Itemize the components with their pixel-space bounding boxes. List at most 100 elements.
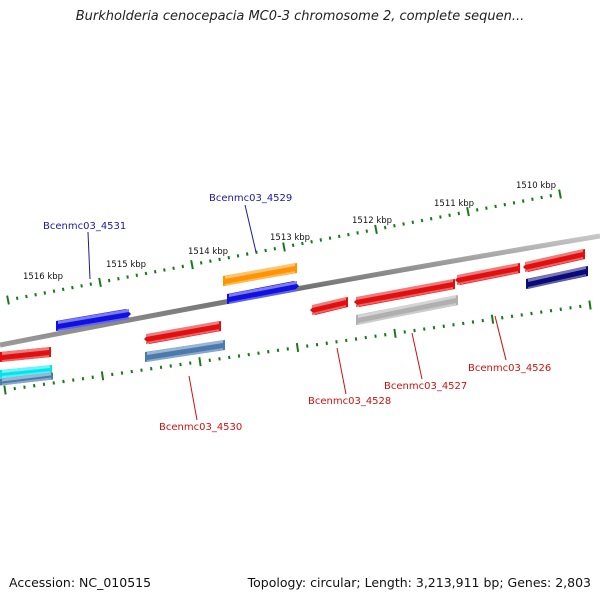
scale-tick <box>411 220 415 225</box>
scale-tick <box>80 284 83 288</box>
gene-label-4529[interactable]: Bcenmc03_4529 <box>209 193 292 204</box>
scale-label: 1511 kbp <box>434 199 474 209</box>
scale-tick <box>190 260 194 270</box>
scale-tick <box>383 225 387 230</box>
scale-tick <box>337 234 341 239</box>
gene-feature-shade <box>525 257 583 272</box>
scale-tick <box>319 238 323 242</box>
scale-tick <box>475 208 479 212</box>
gene-label-4528[interactable]: Bcenmc03_4528 <box>308 396 391 407</box>
scale-tick <box>172 266 175 270</box>
gene-feature-highlight <box>528 266 586 282</box>
scale-tick <box>439 215 442 219</box>
chromosome-backbone <box>0 233 600 348</box>
scale-tick <box>374 224 378 234</box>
scale-tick <box>466 207 470 217</box>
gene-feature-highlight <box>146 321 219 337</box>
scale-tick <box>393 328 397 338</box>
gene-label-4530[interactable]: Bcenmc03_4530 <box>159 422 242 433</box>
scale-tick <box>135 273 139 278</box>
scale-tick <box>3 385 7 395</box>
scale-tick <box>227 255 231 260</box>
scale-tick <box>365 229 369 233</box>
scale-labels: 1516 kbp 1515 kbp 1514 kbp 1513 kbp 1512… <box>23 181 556 282</box>
scale-tick <box>512 201 516 205</box>
scale-tick <box>531 197 534 202</box>
scale-tick <box>295 342 300 353</box>
gene-feature-shade <box>2 377 51 386</box>
gene-label-4531[interactable]: Bcenmc03_4531 <box>43 221 126 232</box>
gene-feature-shade <box>358 303 456 325</box>
scale-tick <box>98 277 102 287</box>
scale-tick <box>291 243 295 247</box>
leader-line <box>494 315 507 361</box>
gene-feature-highlight <box>2 347 49 355</box>
gene-feature-shade <box>2 371 50 378</box>
gene-feature-highlight <box>58 309 129 324</box>
gene-feature-shade <box>58 317 129 331</box>
scale-tick <box>117 277 120 281</box>
scale-tick <box>163 268 166 272</box>
gene-feature-shade <box>147 348 223 362</box>
gene-feature-highlight <box>312 297 346 308</box>
scale-tick <box>107 278 111 283</box>
scale-tick <box>34 292 37 297</box>
gene-feature-shade <box>457 271 518 285</box>
scale-label: 1510 kbp <box>516 181 556 191</box>
gene-label-4527[interactable]: Bcenmc03_4527 <box>384 381 467 392</box>
gene-feature-highlight <box>147 340 223 355</box>
scale-tick <box>52 289 56 293</box>
leader-line <box>87 231 91 280</box>
gene-feature-shade <box>2 355 49 362</box>
scale-tick <box>558 189 562 199</box>
gene-feature-highlight <box>358 295 456 318</box>
scale-tick <box>209 259 212 263</box>
scale-tick <box>126 275 129 279</box>
scale-tick <box>71 285 74 290</box>
leader-line <box>411 332 423 380</box>
scale-tick <box>588 300 592 310</box>
scale-label: 1515 kbp <box>106 260 146 270</box>
scale-tick <box>273 247 277 251</box>
gene-feature-highlight <box>457 263 518 278</box>
scale-tick <box>347 232 350 237</box>
scale-tick <box>282 242 286 252</box>
scale-tick <box>89 282 93 286</box>
scale-tick <box>100 371 105 381</box>
scale-tick <box>218 257 221 262</box>
gene-feature-highlight <box>525 249 583 265</box>
accession-text: Accession: NC_010515 <box>9 575 152 590</box>
scale-tick <box>457 211 461 216</box>
scale-tick <box>264 248 267 253</box>
scale-tick <box>181 264 185 269</box>
gene-feature-shade <box>312 305 346 315</box>
gene-feature-shade <box>356 287 453 307</box>
scale-tick <box>494 204 497 209</box>
leader-line <box>188 375 198 421</box>
scale-tick <box>356 231 359 235</box>
scale-tick <box>43 291 47 295</box>
scale-tick <box>429 216 433 221</box>
gene-feature-highlight <box>2 365 50 373</box>
scale-label: 1513 kbp <box>270 233 310 243</box>
scale-tick <box>328 236 332 240</box>
scale-label: 1516 kbp <box>23 272 63 282</box>
scale-tick <box>503 202 507 207</box>
scale-tick <box>153 269 157 274</box>
gene-labels: Bcenmc03_4531 Bcenmc03_4529 Bcenmc03_453… <box>43 193 551 433</box>
scale-tick <box>485 206 488 210</box>
gene-label-4526[interactable]: Bcenmc03_4526 <box>468 363 551 374</box>
scale-tick <box>549 194 553 198</box>
scale-tick <box>15 296 19 300</box>
gene-feature-shade <box>146 329 219 344</box>
gene-feature-highlight <box>225 263 295 279</box>
gene-feature-shade <box>225 271 295 286</box>
scale-label: 1514 kbp <box>188 247 228 257</box>
scale-ticks-outer <box>6 189 562 305</box>
gene-feature-highlight <box>2 372 51 382</box>
scale-ticks-inner <box>3 300 592 395</box>
scale-tick <box>490 314 495 324</box>
scale-tick <box>144 271 148 276</box>
leader-line <box>244 204 257 253</box>
